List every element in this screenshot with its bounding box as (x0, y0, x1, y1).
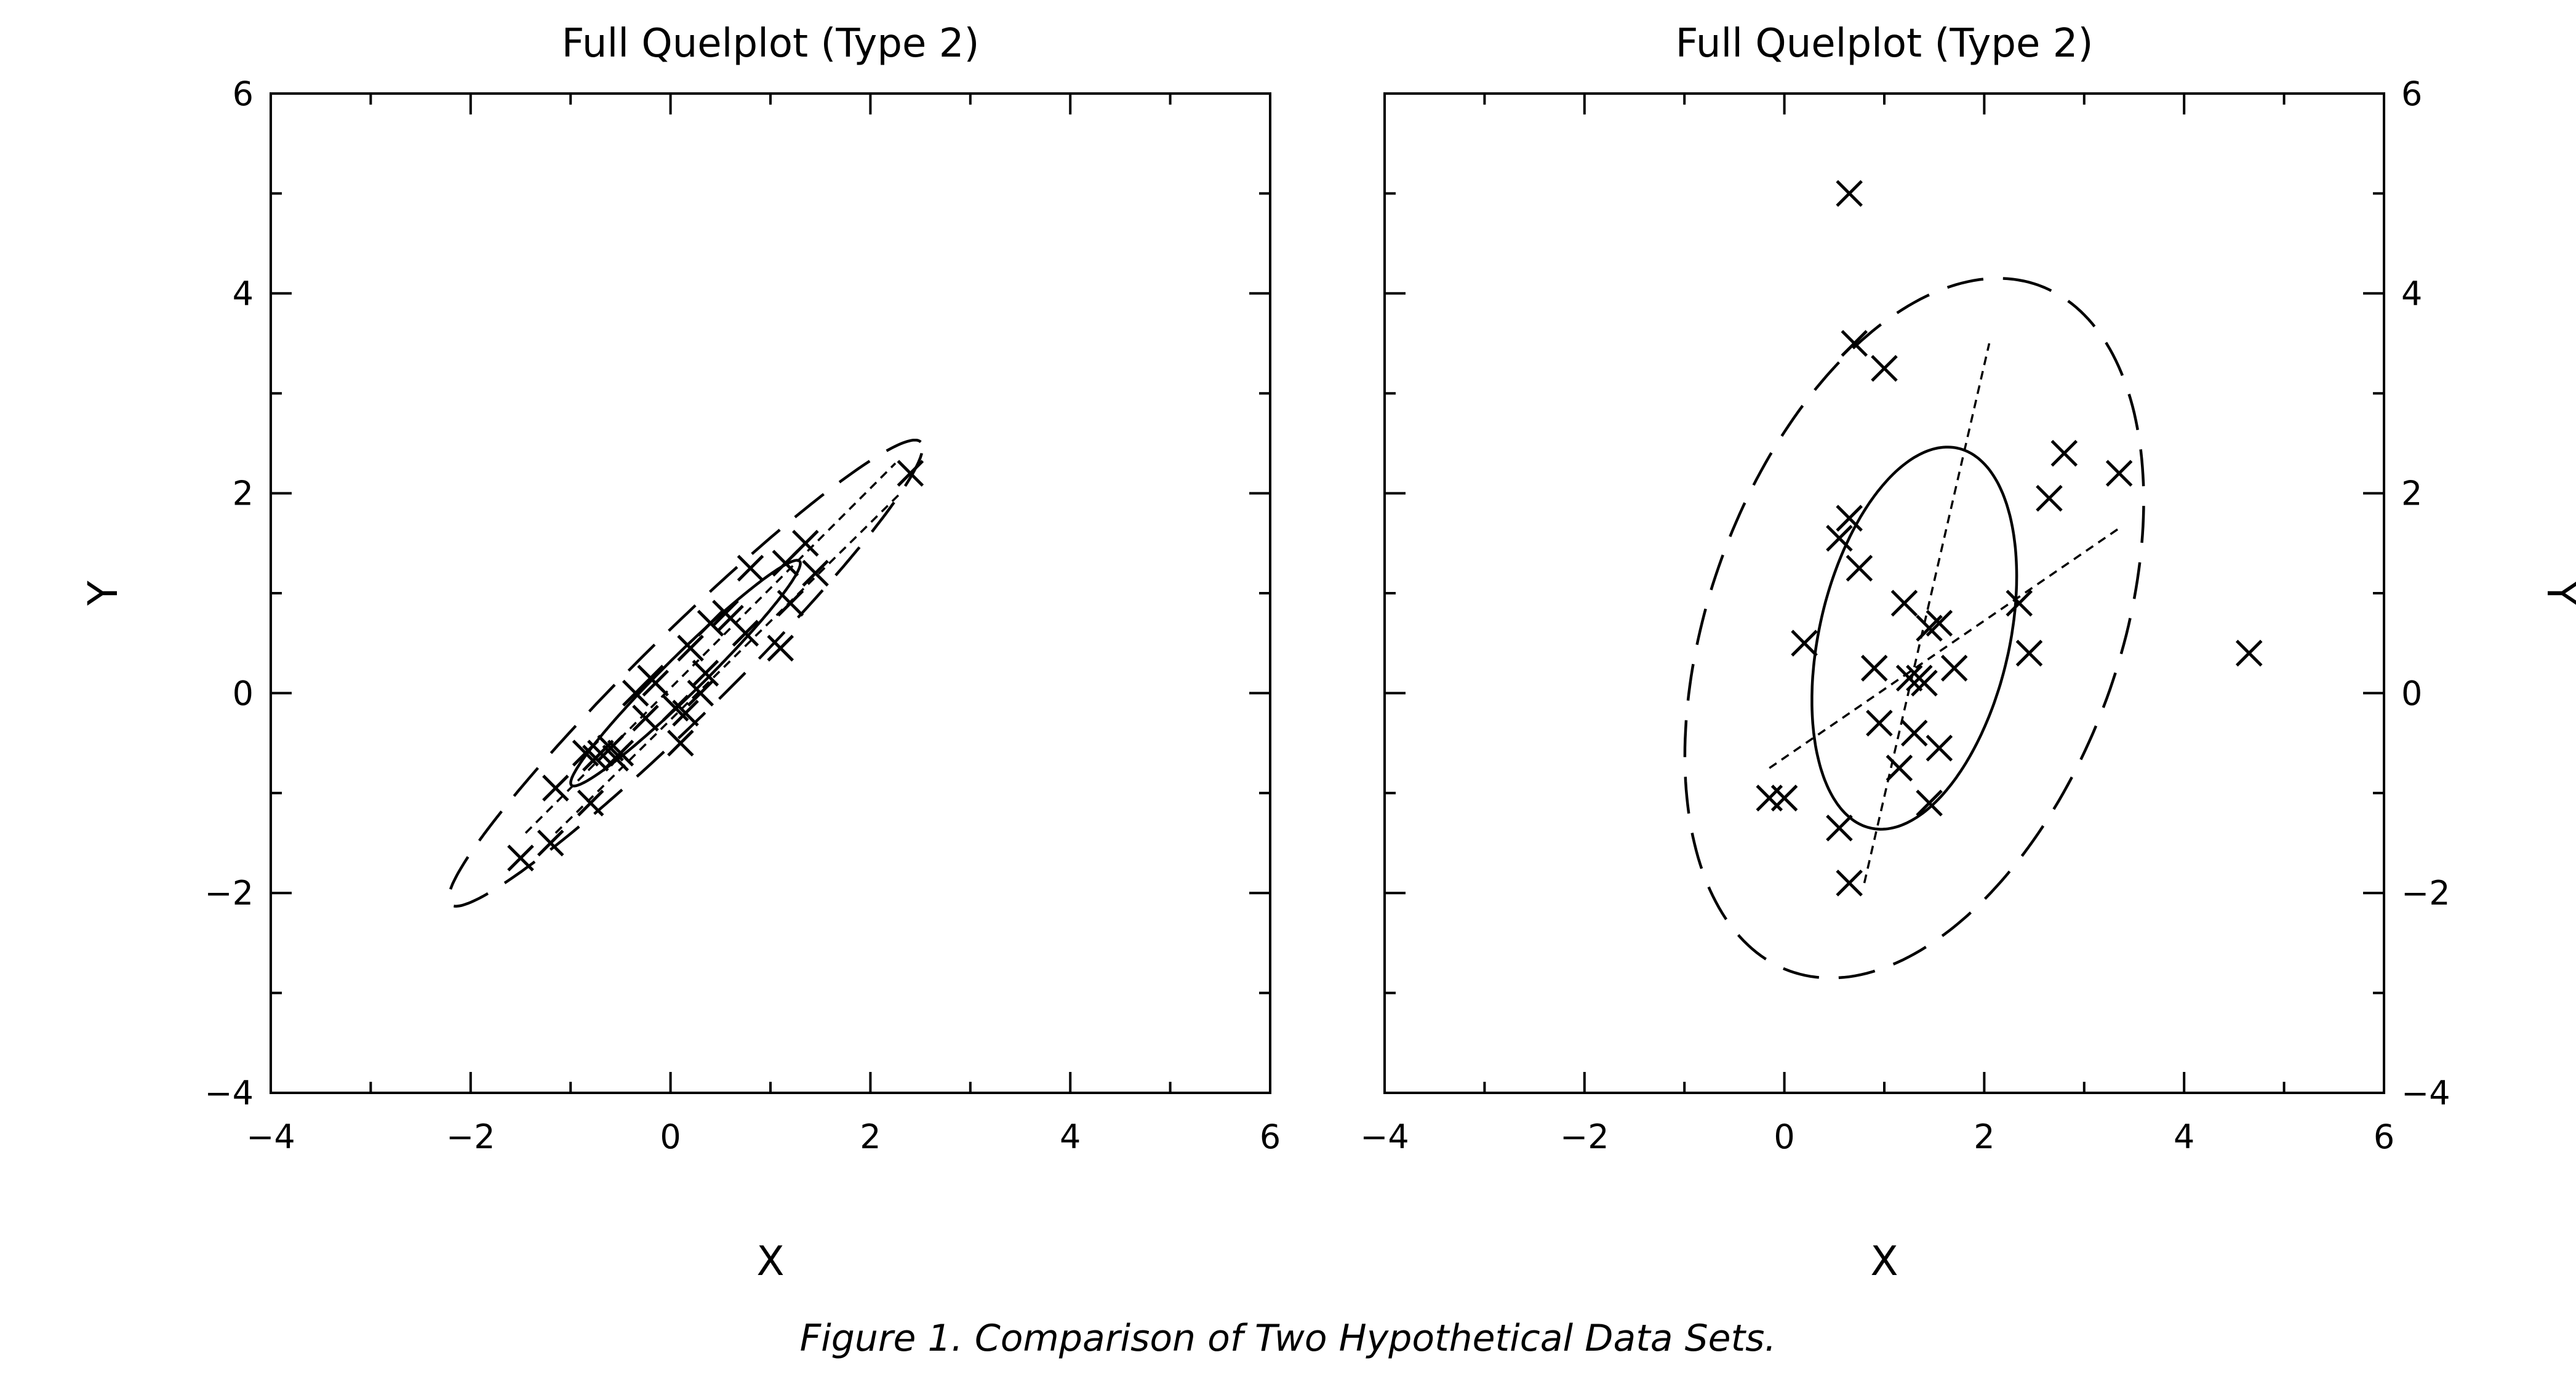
data-point (1860, 655, 1888, 682)
data-point (672, 700, 699, 727)
x-tick-label: −4 (246, 1117, 295, 1156)
data-point (1911, 670, 1938, 697)
data-point (1846, 554, 1873, 582)
regression-line (1863, 343, 1991, 884)
data-point (607, 740, 634, 767)
data-point (1791, 630, 1818, 657)
y-tick-label: −4 (204, 1074, 254, 1113)
y-tick-label: 6 (233, 74, 254, 113)
data-point (1841, 330, 1868, 357)
chart-title: Full Quelplot (Type 2) (1676, 21, 2094, 66)
data-point (1926, 609, 1953, 637)
x-tick-label: 2 (860, 1117, 881, 1156)
data-point (687, 679, 714, 707)
data-point (597, 734, 624, 762)
plot-frame (270, 92, 1271, 1094)
x-tick-label: 2 (1974, 1117, 1994, 1156)
x-tick-label: 0 (1774, 1117, 1794, 1156)
data-point (537, 829, 564, 857)
outer-fence-ellipse (1683, 277, 2145, 980)
data-point (697, 609, 724, 637)
data-point (1836, 180, 1863, 207)
chart-title: Full Quelplot (Type 2) (562, 21, 980, 66)
data-point (802, 559, 829, 587)
x-tick-label: 4 (2174, 1117, 2194, 1156)
regression-line (554, 492, 902, 834)
x-axis-label: X (1870, 1237, 1898, 1285)
data-point (1940, 655, 1968, 682)
data-point (1836, 869, 1863, 897)
data-point (1895, 665, 1923, 692)
x-tick-label: 4 (1060, 1117, 1081, 1156)
data-point (2050, 439, 2078, 467)
data-point (642, 670, 670, 697)
inner-hinge-ellipse (1810, 446, 2018, 831)
data-point (1826, 814, 1853, 842)
x-tick-label: −2 (1560, 1117, 1609, 1156)
data-point (732, 620, 759, 647)
data-point (777, 590, 804, 617)
data-point (577, 789, 604, 817)
data-point (1836, 505, 1863, 532)
x-tick-label: 0 (660, 1117, 681, 1156)
data-point (1770, 785, 1798, 812)
data-point (692, 660, 719, 687)
data-point (1871, 354, 1898, 382)
x-tick-label: −4 (1360, 1117, 1409, 1156)
y-tick-label: 4 (2401, 274, 2422, 313)
x-axis-label: X (756, 1237, 784, 1285)
y-tick-label: 0 (2401, 674, 2422, 713)
data-point (542, 774, 569, 802)
data-point (767, 634, 794, 662)
plot-contents (1683, 180, 2263, 980)
y-tick-label: 2 (2401, 474, 2422, 513)
y-tick-label: −2 (2401, 874, 2450, 913)
y-tick-label: −4 (2401, 1074, 2450, 1113)
y-tick-label: 2 (233, 474, 254, 513)
data-point (572, 740, 599, 767)
data-point (2235, 639, 2263, 667)
data-point (737, 554, 764, 582)
data-point (1916, 615, 1943, 642)
left-quelplot-panel: Full Quelplot (Type 2) −4 −2 0 2 4 6 −4 −2 0 2 4 6 X Y (79, 21, 1281, 1285)
data-point (1926, 734, 1953, 762)
data-point (2036, 484, 2063, 512)
data-point (1756, 785, 1783, 812)
data-point (1890, 590, 1918, 617)
data-point (1826, 524, 1853, 552)
data-point (792, 530, 819, 557)
y-tick-label: 6 (2401, 74, 2422, 113)
data-point (667, 729, 694, 757)
data-point (1886, 754, 1913, 781)
plot-frame (1383, 92, 2385, 1094)
x-tick-label: 6 (1260, 1117, 1281, 1156)
y-axis-label: Y (2538, 580, 2576, 606)
data-point (897, 460, 924, 487)
x-tick-label: 6 (2374, 1117, 2394, 1156)
y-tick-label: 0 (233, 674, 254, 713)
data-point (662, 694, 689, 722)
data-point (507, 844, 534, 872)
data-point (2015, 639, 2043, 667)
inner-hinge-ellipse (569, 559, 802, 788)
data-point (1900, 719, 1928, 747)
x-tick-label: −2 (446, 1117, 495, 1156)
plot-contents (447, 438, 924, 908)
regression-line (524, 462, 897, 834)
data-point (2006, 590, 2033, 617)
data-point (2105, 460, 2133, 487)
outer-fence-ellipse (447, 438, 924, 908)
data-point (632, 705, 659, 732)
data-point (1866, 709, 1893, 737)
regression-line (1769, 527, 2120, 769)
figure-caption: Figure 1. Comparison of Two Hypothetical… (799, 1317, 1777, 1360)
data-point (677, 634, 704, 662)
y-tick-label: −2 (204, 874, 254, 913)
data-point (1916, 789, 1943, 817)
y-axis-label: Y (79, 580, 127, 606)
y-tick-label: 4 (233, 274, 254, 313)
